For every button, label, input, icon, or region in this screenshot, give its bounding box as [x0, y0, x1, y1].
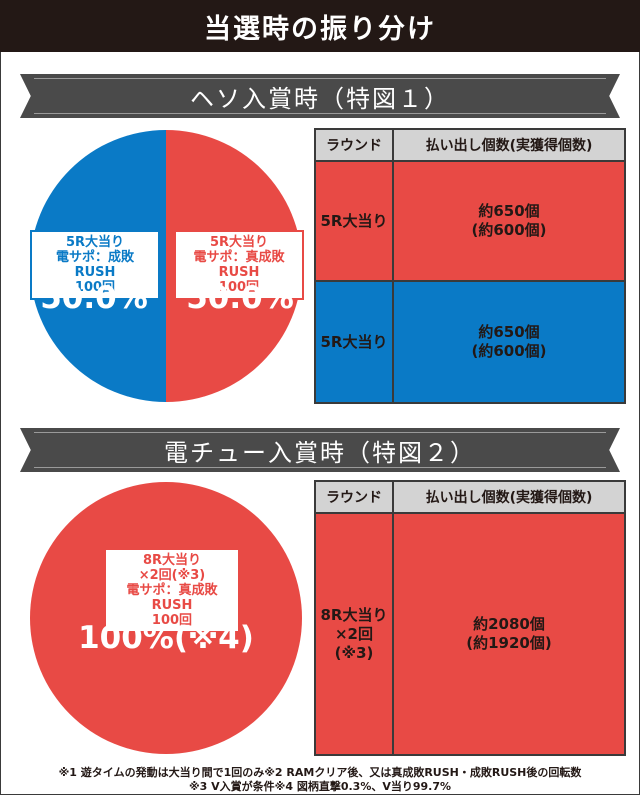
footnote-2: ※3 V入賞が条件※4 図柄直撃0.3%、V当り99.7%	[188, 780, 452, 793]
section2-percent: 100%(※4)	[78, 620, 254, 656]
section2-label: 8R大当り ×2回(※3) 電サポ：真成敗RUSH 100回	[104, 548, 240, 633]
table-row-2-payout: 約650個 (約600個)	[394, 282, 624, 402]
table-row-1-payout: 約2080個 (約1920個)	[394, 514, 624, 754]
header-round: ラウンド	[316, 130, 394, 162]
section1-payout-table: ラウンド 払い出し個数(実獲得個数) 5R大当り 約650個 (約600個) 5…	[314, 128, 626, 404]
header-payout: 払い出し個数(実獲得個数)	[394, 482, 624, 514]
table-row-1-round: 5R大当り	[316, 162, 394, 282]
section1-left-label: 5R大当り 電サポ：成敗RUSH 100回	[30, 230, 160, 300]
header-round: ラウンド	[316, 482, 394, 514]
table-row-1-payout: 約650個 (約600個)	[394, 162, 624, 282]
table-row-2-round: 5R大当り	[316, 282, 394, 402]
section1-right-label: 5R大当り 電サポ：真成敗RUSH 100回	[174, 230, 304, 300]
section1-heading: ヘソ入賞時（特図１）	[20, 74, 620, 118]
section1-right-percent: 50.0%	[186, 280, 294, 316]
section2-heading: 電チュー入賞時（特図２）	[20, 428, 620, 472]
header-payout: 払い出し個数(実獲得個数)	[394, 130, 624, 162]
table-row-1-round: 8R大当り ×2回(※3)	[316, 514, 394, 754]
footnote-1: ※1 遊タイムの発動は大当り間で1回のみ※2 RAMクリア後、又は真成敗RUSH…	[58, 766, 582, 779]
page-title: 当選時の振り分け	[0, 0, 640, 52]
section1-left-percent: 50.0%	[40, 280, 148, 316]
section2-payout-table: ラウンド 払い出し個数(実獲得個数) 8R大当り ×2回(※3) 約2080個 …	[314, 480, 626, 756]
